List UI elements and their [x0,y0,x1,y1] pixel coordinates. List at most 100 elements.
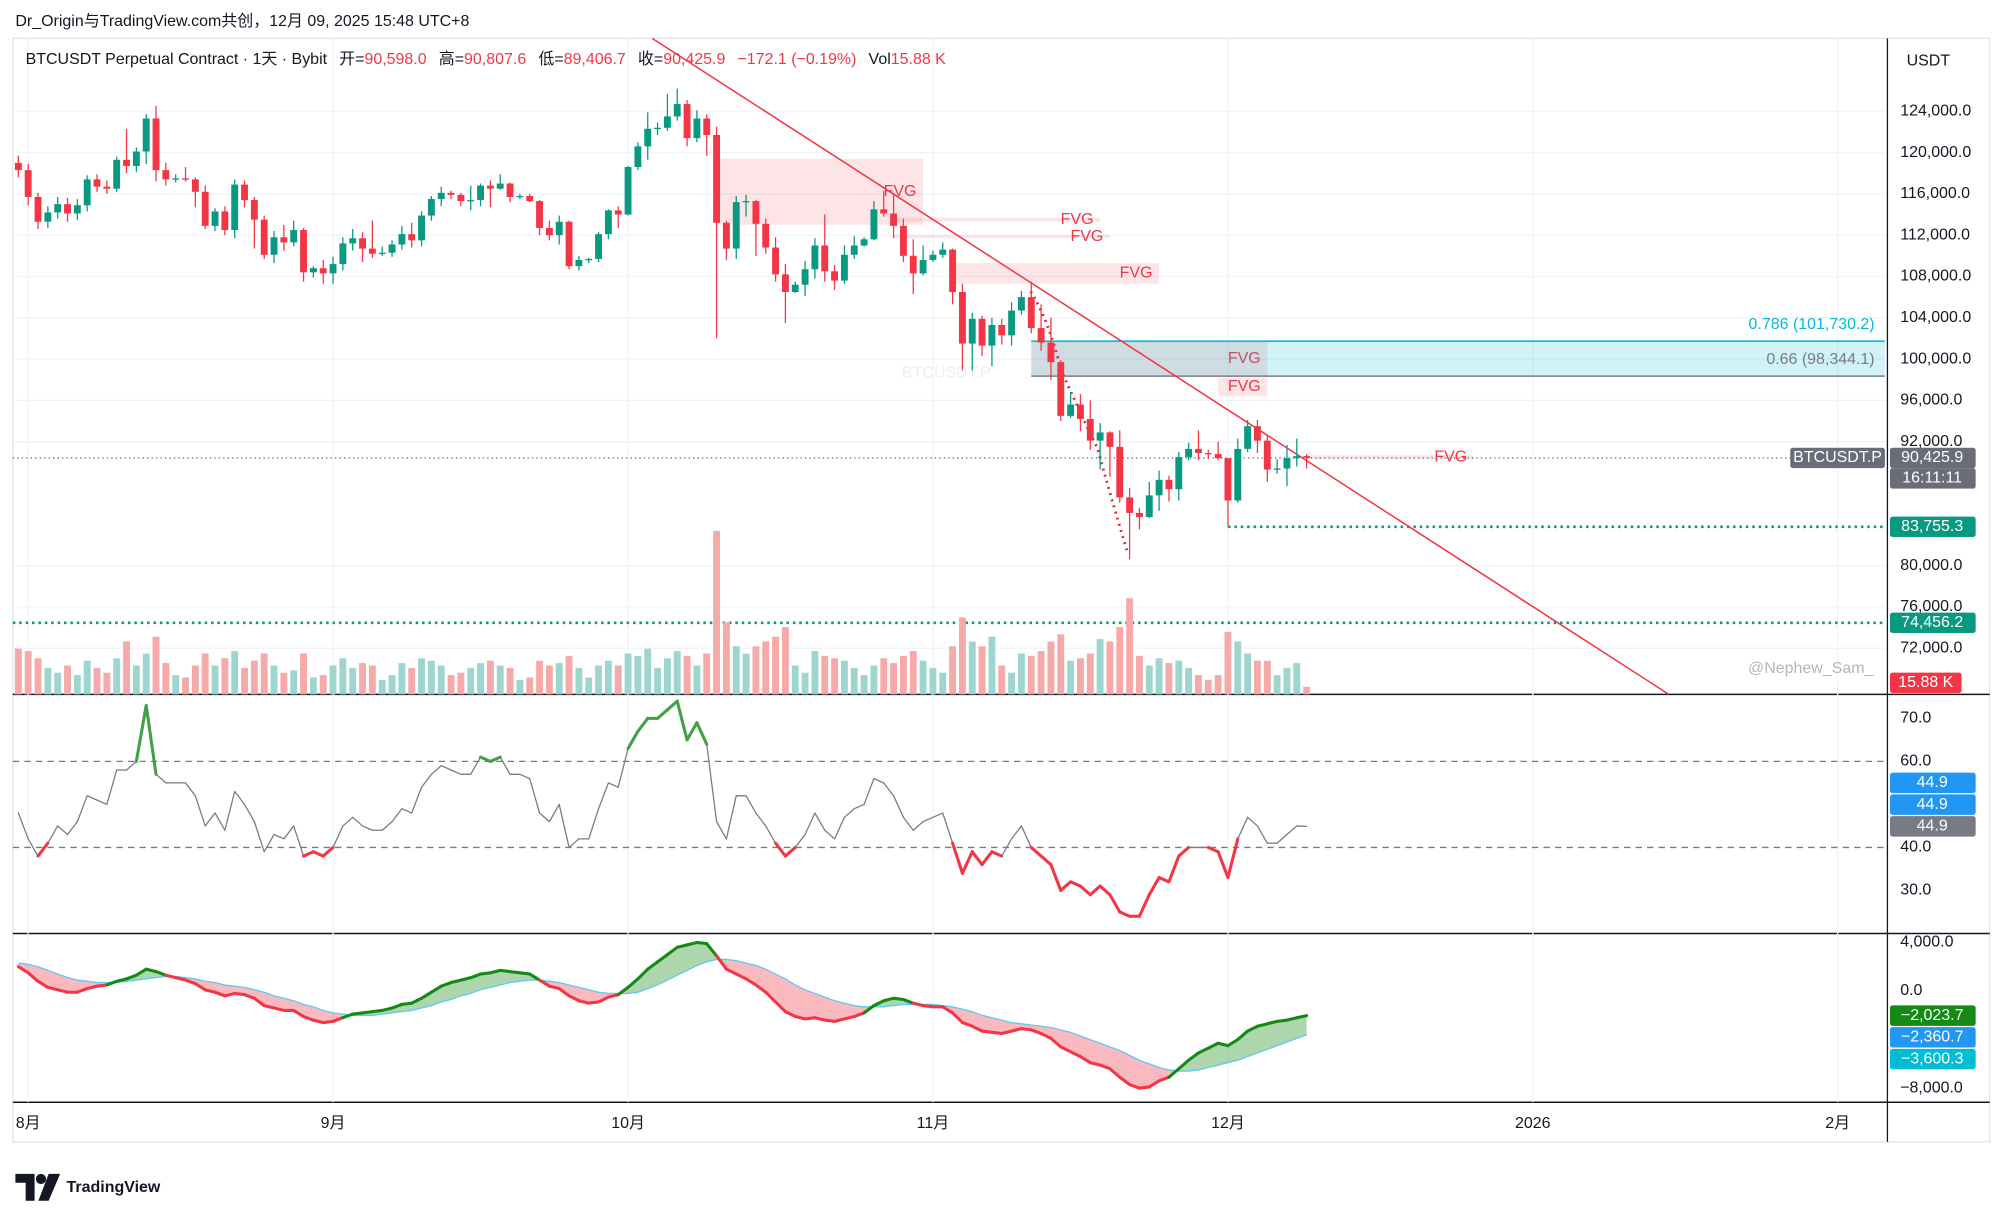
rsi-segment [932,812,944,818]
candle-body [526,195,534,202]
rsi-segment [1118,910,1132,918]
volume-bar [290,670,298,695]
candle-body [1185,448,1193,458]
rsi-segment [1157,876,1171,884]
macd-segment [1029,1028,1043,1036]
volume-bar [850,667,858,695]
value-box [1889,1027,1976,1048]
candle-body [496,183,504,189]
macd-fill [1267,1021,1278,1050]
candle-body [958,291,966,344]
macd-segment [361,1010,374,1015]
macd-segment [833,1017,846,1023]
macd-segment [16,965,30,975]
volume-bar [1017,653,1025,695]
volume-bar [929,667,937,695]
candle-body [722,222,730,249]
low-label: 低= [538,50,563,68]
macd-segment [951,1011,964,1025]
rsi-segment [352,816,364,827]
macd-segment [774,1000,787,1014]
macd-segment [26,971,40,983]
macd-segment [1285,1016,1299,1022]
candle-body [988,324,996,346]
rsi-segment [902,816,914,831]
macd-fill [1129,1055,1140,1089]
macd-fill [667,947,678,981]
volume-bar [811,651,819,695]
high-value: 90,807.6 [464,51,526,68]
volume-bar [624,653,632,695]
macd-segment [193,982,207,992]
rsi-segment [302,850,315,858]
macd-segment [420,990,433,1000]
candle-body [172,178,180,180]
volume-bar [388,675,396,695]
rsi-segment [833,816,846,840]
rsi-segment [155,773,167,784]
rsi-segment [1029,845,1043,858]
macd-fill [588,989,599,1004]
rsi-segment [234,790,246,806]
rsi-segment [57,825,69,836]
macd-segment [439,980,453,988]
macd-segment [1236,1029,1250,1042]
volume-bar [988,636,996,695]
volume-bar [418,658,425,695]
volume-bar [939,672,947,695]
axis-unit: USDT [1907,53,1951,70]
frame [12,37,1991,1143]
macd-fill [677,944,688,976]
candle-body [477,185,484,201]
candle-body [762,223,770,248]
rsi-segment [715,820,728,840]
fvg-label: FVG [1061,211,1094,228]
value-box [1889,772,1976,794]
candle-body [211,211,219,226]
volume-bar [516,679,524,695]
volume-bar [73,675,81,695]
macd-fill [1050,1027,1061,1047]
y-tick-label: 40.0 [1900,839,1931,856]
macd-segment [1098,1063,1112,1071]
y-tick-label: 30.0 [1900,882,1931,899]
macd-fill [283,998,294,1011]
value-label: −2,023.7 [1901,1007,1964,1024]
macd-fill [844,1003,855,1019]
rsi-segment [1286,825,1298,836]
fvg-zone [1218,377,1268,397]
volume-bar [870,665,878,695]
candle-body [329,264,337,274]
rsi-segment [1177,845,1191,858]
candle-body [1037,328,1045,343]
symbol-tag-box [1790,447,1885,469]
rsi-segment [548,803,560,823]
volume-bar [1086,653,1094,695]
candle-body [14,162,22,171]
candle-body [791,284,799,292]
macd-segment [233,991,247,997]
rsi-segment [1039,854,1053,867]
macd-segment [567,994,581,1003]
volume-bar [64,665,71,695]
volume-bar [152,636,160,695]
candle-body [1293,456,1301,459]
macd-segment [970,1024,984,1033]
candle-body [54,204,62,213]
volume-bar [890,663,898,695]
candle-body [250,200,258,220]
candle-body [949,249,957,292]
rsi-segment [538,812,551,823]
rsi-segment [706,743,718,823]
macd-segment [390,1002,404,1010]
candle-body [978,318,986,346]
volume-bar [998,665,1006,695]
volume-bar [1008,672,1016,695]
rsi-segment [125,760,137,771]
candle-body [919,259,927,274]
fvg-label: FVG [1071,228,1104,245]
macd-fill [480,972,491,990]
rsi-segment [685,721,699,742]
x-tick-label: 10月 [611,1115,645,1132]
rsi-segment [391,808,403,823]
